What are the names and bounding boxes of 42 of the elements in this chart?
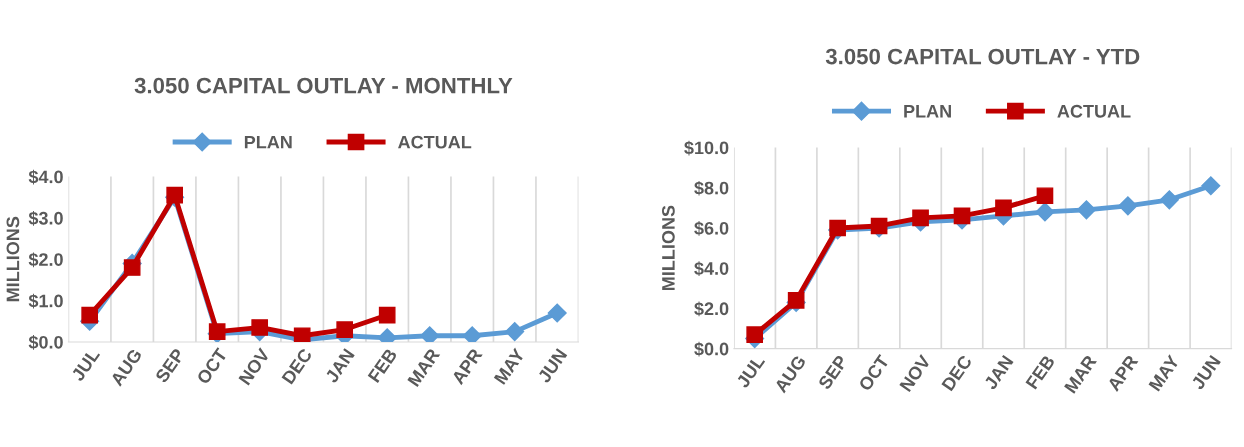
- y-axis-title: MILLIONS: [6, 216, 20, 302]
- point: [166, 186, 184, 204]
- point: [1076, 200, 1096, 220]
- legend-label: PLAN: [904, 105, 951, 118]
- y-tick-label: $2.0: [28, 252, 63, 268]
- point: [1159, 190, 1179, 210]
- y-tick-label: $1.0: [28, 293, 63, 309]
- legend-label: ACTUAL: [398, 135, 472, 149]
- y-tick-label: $3.0: [28, 211, 63, 226]
- y-tick-label: $2.0: [694, 301, 729, 317]
- point: [912, 209, 929, 227]
- y-tick-label: $6.0: [694, 221, 729, 236]
- point: [953, 207, 971, 225]
- point: [787, 292, 805, 309]
- point: [378, 306, 396, 324]
- point: [462, 326, 482, 342]
- y-tick-label: $0.0: [28, 335, 63, 350]
- y-tick-label: $4.0: [694, 261, 729, 277]
- point: [123, 259, 141, 276]
- point: [81, 306, 99, 324]
- point: [1201, 176, 1221, 196]
- y-tick-label: $10.0: [684, 140, 729, 156]
- point: [746, 326, 764, 343]
- point: [1118, 196, 1138, 216]
- point: [547, 303, 567, 323]
- y-tick-label: $4.0: [28, 169, 63, 185]
- legend-label: ACTUAL: [1057, 104, 1131, 118]
- point: [336, 321, 354, 338]
- y-axis-title: MILLIONS: [662, 205, 675, 290]
- point: [1035, 202, 1055, 222]
- point: [995, 199, 1012, 217]
- chart-title: 3.050 CAPITAL OUTLAY - MONTHLY: [134, 77, 513, 94]
- y-tick-label: $8.0: [694, 180, 729, 196]
- chart-title: 3.050 CAPITAL OUTLAY - YTD: [825, 48, 1140, 65]
- point: [420, 326, 440, 342]
- legend-label: PLAN: [244, 135, 292, 149]
- point: [251, 319, 269, 336]
- x-tick-label: JUL: [70, 347, 101, 383]
- y-tick-label: $0.0: [694, 341, 729, 357]
- point: [1036, 187, 1054, 205]
- x-tick-label: JUL: [735, 354, 766, 389]
- point: [505, 322, 525, 342]
